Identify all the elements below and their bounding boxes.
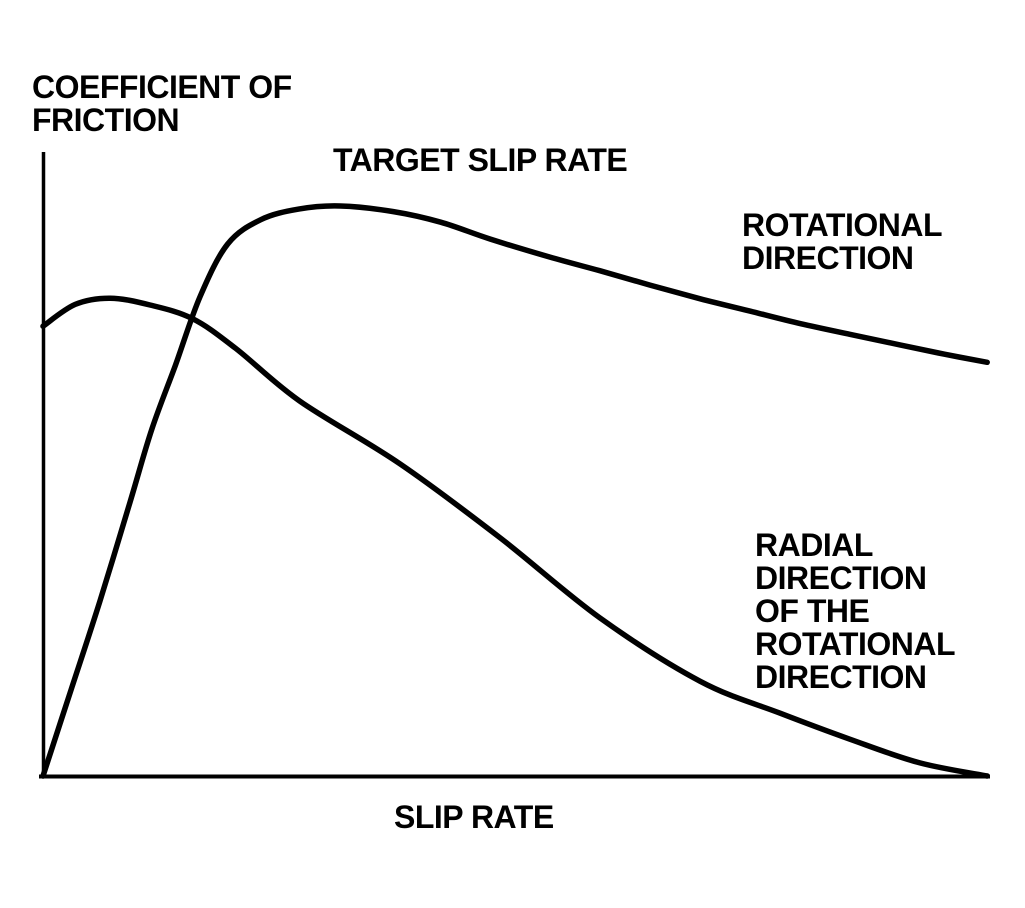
y-axis-title: COEFFICIENT OF FRICTION	[32, 71, 292, 137]
target-slip-rate-annotation: TARGET SLIP RATE	[333, 142, 628, 178]
radial-label-line-1: RADIAL	[755, 527, 873, 563]
rotational-direction-curve-label: ROTATIONAL DIRECTION	[742, 207, 943, 276]
curve-rotational-direction	[40, 203, 990, 779]
y-axis-title-line-1: COEFFICIENT OF	[32, 69, 292, 105]
rotational-label-line-2: DIRECTION	[742, 240, 914, 276]
radial-label-line-5: DIRECTION	[755, 659, 927, 695]
x-axis-title: SLIP RATE	[394, 799, 554, 835]
rotational-label-line-1: ROTATIONAL	[742, 207, 943, 243]
radial-label-line-3: OF THE	[755, 593, 870, 629]
radial-label-line-4: ROTATIONAL	[755, 626, 956, 662]
curve-radial-direction	[40, 295, 990, 779]
radial-label-line-2: DIRECTION	[755, 560, 927, 596]
y-axis-title-line-2: FRICTION	[32, 102, 180, 138]
radial-direction-curve-label: RADIAL DIRECTION OF THE ROTATIONAL DIREC…	[755, 527, 956, 695]
